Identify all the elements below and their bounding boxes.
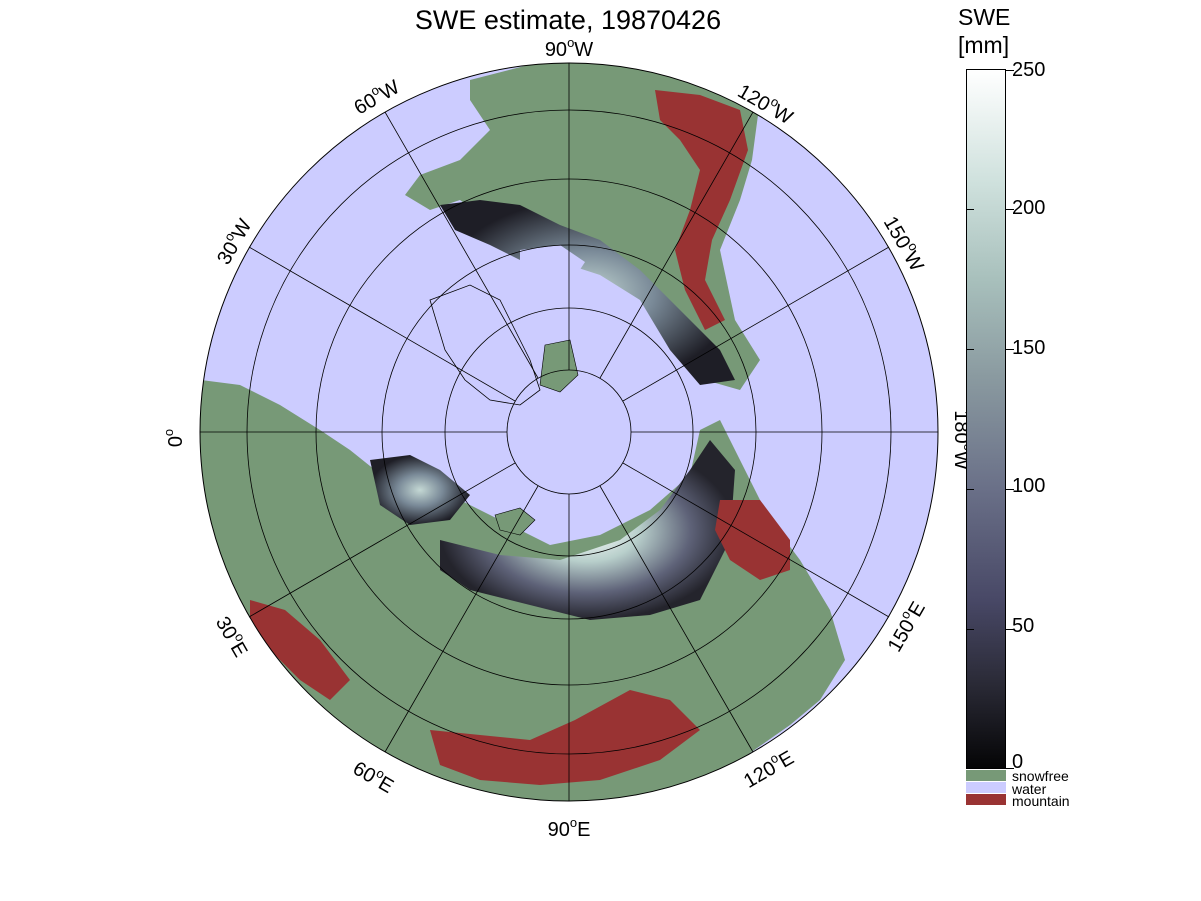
snow-siberia	[440, 440, 735, 620]
snow-canada	[440, 200, 735, 385]
colorbar-tick	[1006, 489, 1014, 490]
lon-label-30e: 30oE	[211, 611, 255, 661]
lon-label-60e: 60oE	[349, 754, 399, 798]
swe-colorbar	[966, 69, 1006, 769]
colorbar-tick-label-0: 0	[1012, 751, 1024, 773]
colorbar-tick	[966, 209, 974, 210]
legend-swatch-water	[966, 782, 1006, 793]
lon-label-90e: 90oE	[548, 815, 591, 841]
legend-label-snowfree: snowfree	[1012, 768, 1069, 784]
land-svalbard	[494, 507, 536, 536]
colorbar-tick	[966, 489, 974, 490]
colorbar-tick	[1006, 209, 1014, 210]
land-arctic-islands	[539, 339, 579, 393]
colorbar-tick	[1006, 70, 1014, 71]
colorbar-tick	[966, 629, 974, 630]
colorbar-tick-label-50: 50	[1012, 615, 1035, 637]
legend-label-mountain: mountain	[1012, 793, 1070, 809]
colorbar-tick	[966, 349, 974, 350]
colorbar-tick	[1006, 349, 1014, 350]
legend-swatch-snowfree	[966, 770, 1006, 781]
colorbar-unit: [mm]	[958, 32, 1010, 58]
colorbar-tick	[1006, 768, 1014, 769]
mountain-central-asia	[430, 690, 700, 785]
legend-label-water: water	[1012, 781, 1047, 797]
colorbar-tick-label-250: 250	[1012, 59, 1046, 81]
colorbar-tick-label-100: 100	[1012, 475, 1046, 497]
map-title: SWE estimate, 19870426	[414, 5, 722, 35]
colorbar-title: SWE	[958, 4, 1011, 30]
mountain-europe	[250, 600, 350, 700]
colorbar-tick-label-200: 200	[1012, 197, 1046, 219]
lon-label-90w: 90oW	[545, 35, 593, 61]
lon-label-0: 0o	[161, 429, 187, 447]
meridians	[200, 63, 938, 801]
map-boundary	[199, 62, 939, 802]
legend-swatch-mountain	[966, 794, 1006, 805]
colorbar-tick	[1006, 629, 1014, 630]
colorbar-tick-label-150: 150	[1012, 337, 1046, 359]
snow-scandinavia	[370, 455, 470, 525]
